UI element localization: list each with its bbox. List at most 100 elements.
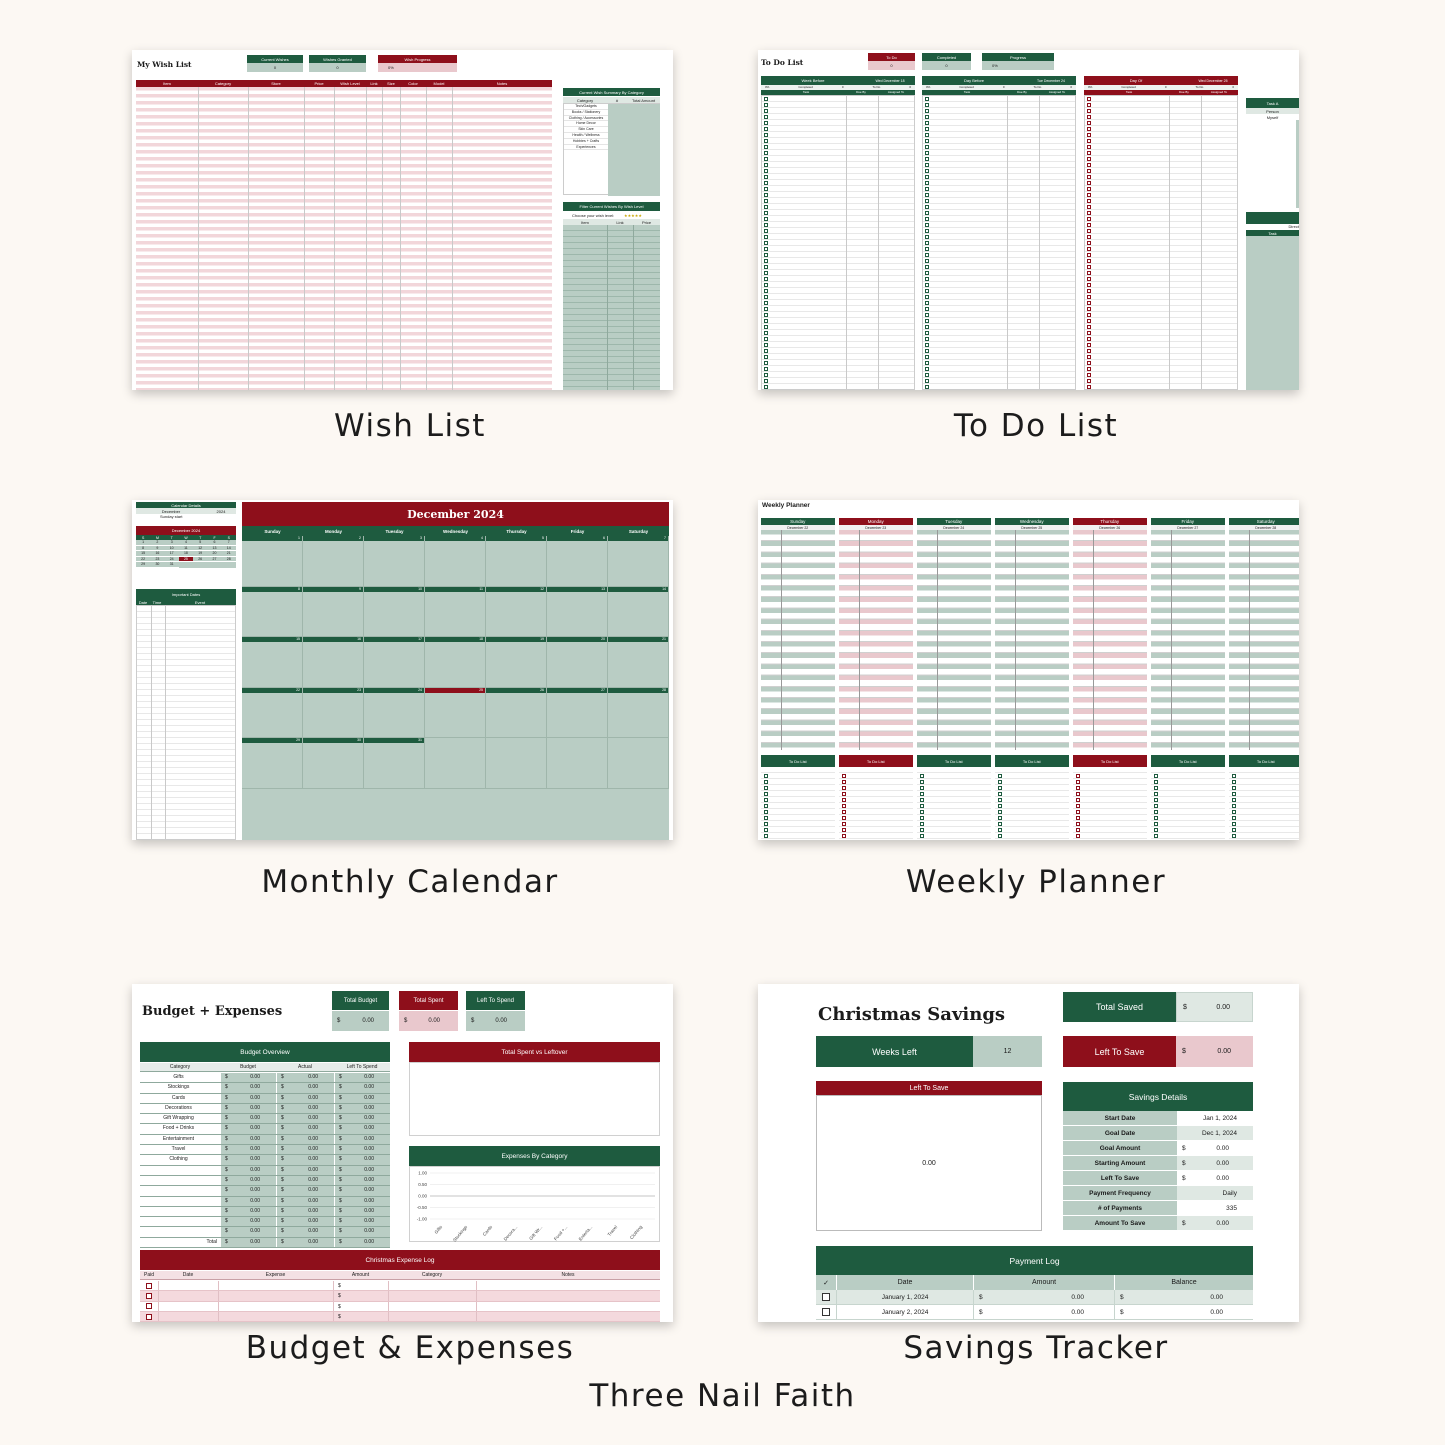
weekly-todo-checkbox[interactable] xyxy=(920,834,924,838)
weekly-todo-checkbox[interactable] xyxy=(1232,798,1236,802)
mini-calendar-day[interactable]: 12 xyxy=(193,546,208,551)
mini-calendar-day[interactable]: 10 xyxy=(164,546,179,551)
todo-checkbox[interactable] xyxy=(925,277,929,281)
todo-checkbox[interactable] xyxy=(925,109,929,113)
todo-checkbox[interactable] xyxy=(1087,205,1091,209)
todo-checkbox[interactable] xyxy=(1087,367,1091,371)
paid-checkbox[interactable] xyxy=(146,1282,152,1289)
weekly-todo-checkbox[interactable] xyxy=(764,804,768,808)
calendar-day-cell[interactable]: 14 xyxy=(608,586,669,637)
todo-checkbox[interactable] xyxy=(1087,217,1091,221)
todo-checkbox[interactable] xyxy=(764,121,768,125)
todo-checkbox[interactable] xyxy=(1087,241,1091,245)
calendar-day-cell[interactable]: 22 xyxy=(242,687,303,738)
todo-checkbox[interactable] xyxy=(925,133,929,137)
weekly-todo-checkbox[interactable] xyxy=(1232,804,1236,808)
todo-checkbox[interactable] xyxy=(764,295,768,299)
weekly-todo-checkbox[interactable] xyxy=(1154,780,1158,784)
mini-calendar-day[interactable]: 31 xyxy=(164,562,179,568)
todo-checkbox[interactable] xyxy=(764,205,768,209)
todo-checkbox[interactable] xyxy=(925,205,929,209)
calendar-day-cell[interactable]: 27 xyxy=(547,687,608,738)
todo-checkbox[interactable] xyxy=(925,361,929,365)
mini-calendar-day[interactable]: 3 xyxy=(164,540,179,546)
calendar-day-cell[interactable]: 5 xyxy=(486,536,547,587)
weekly-todo-checkbox[interactable] xyxy=(998,786,1002,790)
todo-checkbox[interactable] xyxy=(1087,157,1091,161)
todo-checkbox[interactable] xyxy=(764,349,768,353)
calendar-day-cell[interactable]: 16 xyxy=(303,637,364,688)
weekly-todo-checkbox[interactable] xyxy=(842,804,846,808)
weekly-todo-checkbox[interactable] xyxy=(1076,828,1080,832)
todo-checkbox[interactable] xyxy=(925,265,929,269)
weekly-todo-checkbox[interactable] xyxy=(1232,834,1236,838)
mini-calendar-day[interactable]: 23 xyxy=(150,557,165,562)
todo-checkbox[interactable] xyxy=(764,175,768,179)
todo-checkbox[interactable] xyxy=(764,331,768,335)
todo-checkbox[interactable] xyxy=(764,277,768,281)
weekly-todo-checkbox[interactable] xyxy=(1076,792,1080,796)
todo-checkbox[interactable] xyxy=(925,235,929,239)
mini-calendar-day[interactable]: 9 xyxy=(150,546,165,551)
weekly-todo-checkbox[interactable] xyxy=(998,834,1002,838)
weekly-todo-checkbox[interactable] xyxy=(998,822,1002,826)
weekly-todo-checkbox[interactable] xyxy=(920,798,924,802)
weekly-todo-checkbox[interactable] xyxy=(1076,810,1080,814)
todo-checkbox[interactable] xyxy=(1087,313,1091,317)
weekly-todo-checkbox[interactable] xyxy=(764,816,768,820)
calendar-day-cell[interactable]: 24 xyxy=(364,687,425,738)
todo-checkbox[interactable] xyxy=(764,145,768,149)
weekly-todo-checkbox[interactable] xyxy=(1232,780,1236,784)
todo-checkbox[interactable] xyxy=(1087,187,1091,191)
weekly-todo-checkbox[interactable] xyxy=(1076,786,1080,790)
calendar-day-cell[interactable]: 20 xyxy=(547,637,608,688)
todo-checkbox[interactable] xyxy=(764,325,768,329)
mini-calendar-day[interactable]: 19 xyxy=(193,551,208,557)
mini-calendar-day[interactable]: 4 xyxy=(178,540,194,546)
todo-checkbox[interactable] xyxy=(764,151,768,155)
todo-checkbox[interactable] xyxy=(764,199,768,203)
todo-checkbox[interactable] xyxy=(1087,211,1091,215)
todo-checkbox[interactable] xyxy=(764,319,768,323)
mini-calendar-day[interactable]: 20 xyxy=(207,551,222,557)
todo-checkbox[interactable] xyxy=(1087,379,1091,383)
calendar-day-cell[interactable]: 23 xyxy=(303,687,364,738)
todo-checkbox[interactable] xyxy=(764,187,768,191)
todo-checkbox[interactable] xyxy=(1087,169,1091,173)
todo-checkbox[interactable] xyxy=(925,193,929,197)
todo-checkbox[interactable] xyxy=(764,211,768,215)
todo-checkbox[interactable] xyxy=(925,355,929,359)
todo-checkbox[interactable] xyxy=(925,151,929,155)
calendar-day-cell[interactable]: 19 xyxy=(486,637,547,688)
todo-checkbox[interactable] xyxy=(1087,385,1091,389)
todo-checkbox[interactable] xyxy=(925,241,929,245)
todo-checkbox[interactable] xyxy=(925,103,929,107)
todo-checkbox[interactable] xyxy=(925,349,929,353)
todo-checkbox[interactable] xyxy=(1087,175,1091,179)
todo-checkbox[interactable] xyxy=(925,253,929,257)
todo-checkbox[interactable] xyxy=(1087,271,1091,275)
weekly-todo-checkbox[interactable] xyxy=(1154,786,1158,790)
weekly-todo-checkbox[interactable] xyxy=(842,780,846,784)
todo-checkbox[interactable] xyxy=(764,115,768,119)
weekly-todo-checkbox[interactable] xyxy=(1232,786,1236,790)
weekly-todo-checkbox[interactable] xyxy=(920,828,924,832)
todo-checkbox[interactable] xyxy=(764,235,768,239)
todo-checkbox[interactable] xyxy=(764,355,768,359)
weekly-todo-checkbox[interactable] xyxy=(764,834,768,838)
todo-checkbox[interactable] xyxy=(1087,229,1091,233)
todo-checkbox[interactable] xyxy=(764,289,768,293)
weekly-todo-checkbox[interactable] xyxy=(842,834,846,838)
todo-checkbox[interactable] xyxy=(764,361,768,365)
todo-checkbox[interactable] xyxy=(925,319,929,323)
todo-checkbox[interactable] xyxy=(1087,151,1091,155)
paid-checkbox[interactable] xyxy=(146,1303,152,1310)
paid-checkbox[interactable] xyxy=(146,1313,152,1320)
todo-checkbox[interactable] xyxy=(1087,133,1091,137)
calendar-day-cell[interactable]: 1 xyxy=(242,536,303,587)
todo-checkbox[interactable] xyxy=(1087,253,1091,257)
calendar-day-cell[interactable] xyxy=(608,738,669,789)
todo-checkbox[interactable] xyxy=(925,295,929,299)
todo-checkbox[interactable] xyxy=(925,175,929,179)
weekly-todo-checkbox[interactable] xyxy=(1154,798,1158,802)
